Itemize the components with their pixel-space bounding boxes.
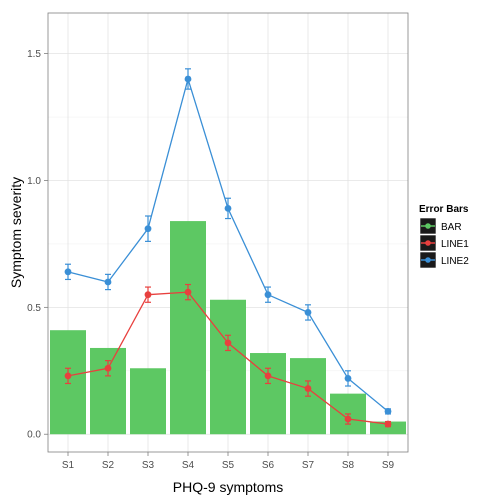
legend-label: LINE2 — [441, 256, 469, 267]
legend-item-LINE2: LINE2 — [419, 251, 469, 269]
point-LINE1-S5 — [224, 339, 232, 347]
x-tick-label: S4 — [182, 460, 195, 471]
point-LINE1-S4 — [184, 288, 192, 296]
point-LINE2-S3 — [144, 225, 152, 233]
lines — [64, 68, 392, 428]
y-tick-label: 0.5 — [27, 303, 41, 314]
legend-key-point — [425, 223, 431, 229]
point-LINE2-S7 — [304, 309, 312, 316]
x-tick-label: S2 — [102, 460, 115, 471]
point-LINE2-S2 — [104, 278, 112, 286]
legend-item-LINE1: LINE1 — [419, 234, 469, 252]
x-axis-title: PHQ-9 symptoms — [173, 479, 283, 495]
y-axis: 0.0 0.5 1.0 1.5 — [27, 49, 48, 441]
x-axis: S1 S2 S3 S4 S5 S6 S7 S8 S9 — [62, 452, 395, 471]
legend: Error Bars BAR LINE1 LINE2 — [419, 204, 469, 269]
x-tick-label: S8 — [342, 460, 355, 471]
legend-item-BAR: BAR — [419, 217, 462, 235]
point-LINE1-S1 — [64, 372, 72, 380]
y-tick-label: 1.0 — [27, 176, 41, 187]
point-LINE2-S6 — [264, 291, 272, 299]
bar-S4 — [170, 221, 206, 435]
x-tick-label: S6 — [262, 460, 275, 471]
point-LINE2-S8 — [344, 375, 352, 382]
bar-S3 — [130, 368, 166, 435]
point-LINE2-S5 — [224, 204, 232, 212]
x-tick-label: S9 — [382, 460, 395, 471]
legend-key-point — [425, 257, 431, 263]
x-tick-label: S5 — [222, 460, 235, 471]
point-LINE1-S6 — [264, 372, 272, 380]
point-LINE2-S9 — [384, 407, 392, 415]
legend-label: LINE1 — [441, 239, 469, 250]
x-tick-label: S1 — [62, 460, 75, 471]
x-tick-label: S3 — [142, 460, 155, 471]
point-LINE2-S4 — [184, 75, 192, 83]
point-LINE1-S8 — [344, 415, 352, 423]
legend-title: Error Bars — [419, 204, 469, 215]
y-tick-label: 0.0 — [27, 430, 41, 441]
series-LINE1 — [64, 283, 392, 428]
legend-label: BAR — [441, 222, 462, 233]
bar-S5 — [210, 299, 246, 435]
legend-key-point — [425, 240, 431, 246]
x-tick-label: S7 — [302, 460, 315, 471]
point-LINE2-S1 — [64, 268, 72, 276]
point-LINE1-S7 — [304, 385, 312, 392]
bars — [50, 221, 406, 435]
bar-S9 — [370, 421, 406, 435]
y-axis-title: Symptom severity — [8, 177, 24, 288]
point-LINE1-S2 — [104, 364, 112, 372]
y-tick-label: 1.5 — [27, 49, 41, 60]
point-LINE1-S9 — [384, 420, 392, 428]
point-LINE1-S3 — [144, 291, 152, 299]
series-LINE2 — [64, 68, 392, 415]
